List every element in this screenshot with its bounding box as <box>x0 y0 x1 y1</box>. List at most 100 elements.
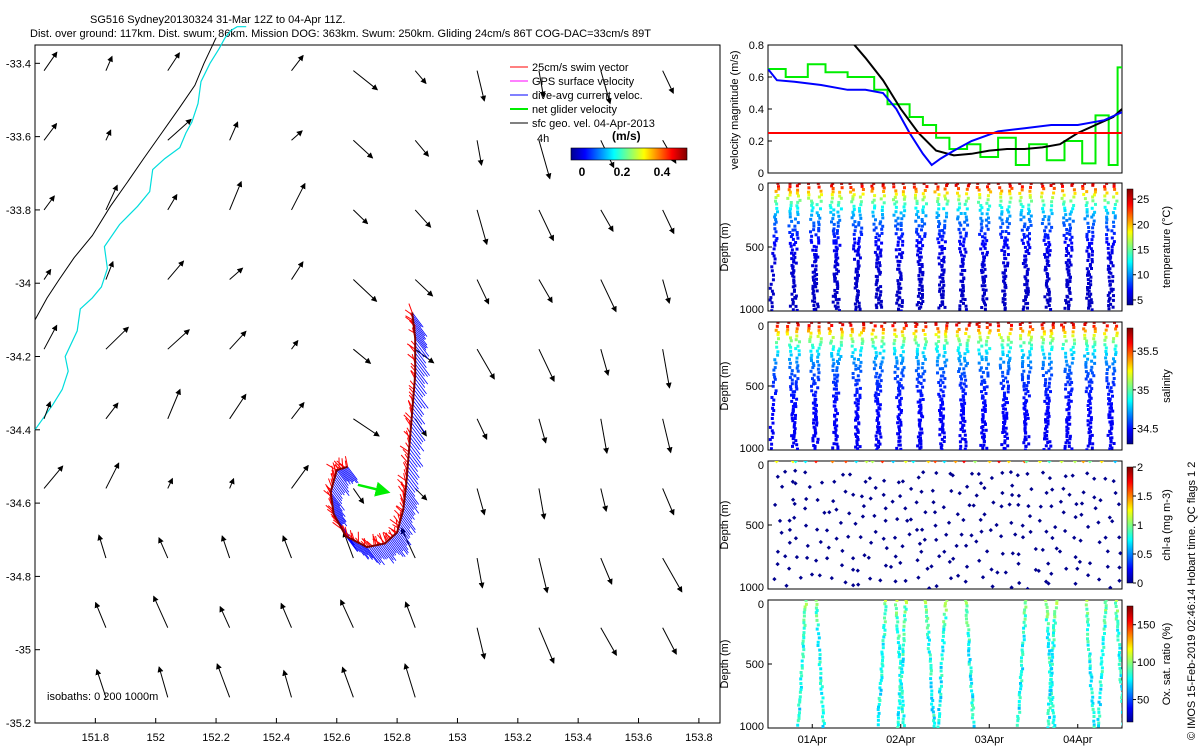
profile-point <box>985 239 988 242</box>
profile-point <box>1001 290 1004 293</box>
profile-point <box>792 409 795 412</box>
profile-point <box>891 324 894 327</box>
map-xtick-label: 151.8 <box>82 732 110 744</box>
profile-point <box>1023 396 1026 399</box>
profile-point <box>1003 303 1006 306</box>
profile-point <box>959 236 962 239</box>
profile-point <box>903 714 906 717</box>
profile-point <box>794 218 797 221</box>
map-axes-box <box>35 45 720 723</box>
profile-point <box>945 324 948 327</box>
profile-point <box>881 225 884 228</box>
profile-point <box>1087 624 1090 627</box>
profile-point <box>822 709 825 712</box>
profile-point <box>815 404 818 407</box>
profile-point <box>789 215 792 218</box>
profile-point <box>921 386 924 389</box>
profile-point <box>832 369 835 372</box>
profile-point <box>1004 269 1007 272</box>
profile-point <box>871 190 874 193</box>
profile-point <box>978 352 981 355</box>
profile-point <box>822 725 825 728</box>
profile-point <box>835 434 838 437</box>
profile-point <box>1108 416 1111 419</box>
profile-point <box>1089 435 1092 438</box>
profile-point <box>901 671 904 674</box>
profile-point <box>805 599 808 602</box>
profile-point <box>985 358 988 361</box>
profile-point <box>1045 282 1048 285</box>
profile-point <box>895 255 898 258</box>
profile-point <box>940 670 943 673</box>
profile-point <box>964 352 967 355</box>
profile-point <box>1043 432 1046 435</box>
profile-point <box>884 629 887 632</box>
profile-point <box>1021 642 1024 645</box>
profile-point <box>1055 606 1058 609</box>
profile-point <box>835 253 838 256</box>
profile-point <box>903 198 906 201</box>
profile-point <box>1023 609 1026 612</box>
profile-point <box>1042 321 1045 324</box>
profile-point <box>965 602 968 605</box>
profile-point <box>997 329 1000 332</box>
profile-point <box>1020 673 1023 676</box>
profile-point <box>941 374 944 377</box>
profile-point <box>1023 621 1026 624</box>
profile-point <box>854 446 857 449</box>
profile-point <box>833 414 836 417</box>
profile-point <box>986 352 989 355</box>
profile-point <box>963 357 966 360</box>
profile-point <box>877 298 880 301</box>
profile-point <box>854 348 857 351</box>
profile-point <box>1069 213 1072 216</box>
map-ytick-label: -33.6 <box>6 132 31 144</box>
profile-point <box>1111 249 1114 252</box>
profile-point <box>897 425 900 428</box>
profile-point <box>877 715 880 718</box>
profile-point <box>897 723 900 726</box>
profile-point <box>879 366 882 369</box>
profile-point <box>901 710 904 713</box>
profile-point <box>1022 354 1025 357</box>
profile-point <box>1027 204 1030 207</box>
profile-point <box>1063 234 1066 237</box>
profile-point <box>961 284 964 287</box>
profile-point <box>769 426 772 429</box>
profile-point <box>902 644 905 647</box>
profile-point <box>1044 427 1047 430</box>
profile-point <box>1113 182 1116 185</box>
profile-point <box>770 443 773 446</box>
profile-point <box>815 614 818 617</box>
profile-point <box>901 692 904 695</box>
profile-point <box>1025 264 1028 267</box>
profile-point <box>821 705 824 708</box>
profile-point <box>881 659 884 662</box>
profile-point <box>790 204 793 207</box>
profile-point <box>939 693 942 696</box>
profile-point <box>893 329 896 332</box>
profile-point <box>1020 670 1023 673</box>
colorbar-tick-label: 2 <box>1137 462 1143 474</box>
profile-point <box>816 360 819 363</box>
profile-point <box>818 636 821 639</box>
profile-point <box>942 371 945 374</box>
profile-colorbar <box>1127 467 1133 583</box>
profile-point <box>939 677 942 680</box>
profile-point <box>792 303 795 306</box>
profile-point <box>880 197 883 200</box>
profile-point <box>904 321 907 324</box>
profile-point <box>772 409 775 412</box>
profile-point <box>816 441 819 444</box>
profile-point <box>815 273 818 276</box>
profile-point <box>811 300 814 303</box>
profile-point <box>1027 268 1030 271</box>
profile-point <box>1019 345 1022 348</box>
profile-point <box>796 233 799 236</box>
profile-point <box>944 333 947 336</box>
profile-point <box>918 411 921 414</box>
profile-point <box>852 362 855 365</box>
profile-point <box>927 624 930 627</box>
profile-point <box>1050 204 1053 207</box>
profile-point <box>1100 676 1103 679</box>
